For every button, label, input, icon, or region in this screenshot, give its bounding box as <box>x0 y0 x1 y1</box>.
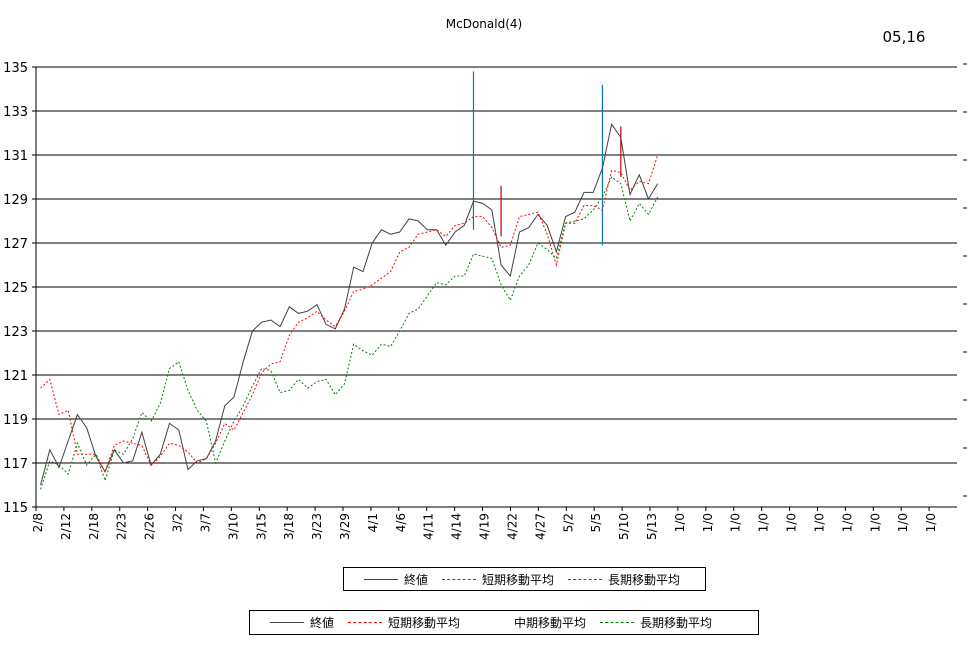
x-tick-label: 1/0 <box>896 513 910 532</box>
legend-label: 短期移動平均 <box>388 616 461 630</box>
x-tick-label: 1/0 <box>924 513 938 532</box>
x-tick-label: 2/8 <box>31 513 45 532</box>
x-tick-label: 3/15 <box>254 513 268 540</box>
legend-swatch <box>364 578 398 580</box>
x-tick-label: 3/29 <box>338 513 352 540</box>
x-tick-label: 1/0 <box>673 513 687 532</box>
series-line <box>40 176 659 490</box>
x-tick-label: 2/26 <box>143 513 157 540</box>
x-tick-label: 3/7 <box>198 513 212 532</box>
legend-label: 終値 <box>404 572 429 587</box>
y-tick-label: 135 <box>3 61 28 76</box>
x-tick-label: 3/10 <box>226 513 240 540</box>
y-tick-label: 133 <box>3 105 28 120</box>
y-tick-label: 121 <box>3 369 28 384</box>
x-tick-label: 2/23 <box>115 513 129 540</box>
legend-bottom: 終値 短期移動平均 中期移動平均 長期移動平均 <box>249 610 759 635</box>
chart-title: McDonald(4) <box>446 17 522 31</box>
y-tick-label: 127 <box>3 237 28 252</box>
x-tick-label: 4/1 <box>366 513 380 532</box>
y-tick-label: 115 <box>3 501 28 516</box>
legend-swatch <box>442 578 477 580</box>
x-tick-label: 4/14 <box>450 513 464 540</box>
series-lines <box>40 122 659 490</box>
x-tick-label: 1/0 <box>840 513 854 532</box>
legend-item: 長期移動平均 <box>568 571 680 588</box>
legend-label: 終値 <box>310 616 335 630</box>
x-tick-label: 3/23 <box>310 513 324 540</box>
x-tick-label: 4/27 <box>533 513 547 540</box>
gridlines <box>36 66 957 464</box>
legend-swatch <box>348 622 383 623</box>
legend-label: 長期移動平均 <box>608 572 681 587</box>
legend-top: 終値 短期移動平均 長期移動平均 <box>343 567 706 591</box>
legend-item: 終値 <box>270 614 334 631</box>
right-axis-ticks <box>963 63 967 497</box>
range-markers <box>472 71 622 246</box>
y-tick-label: 123 <box>3 325 28 340</box>
legend-swatch <box>600 622 635 623</box>
legend-item: 短期移動平均 <box>442 571 554 588</box>
x-tick-label: 4/19 <box>478 513 492 540</box>
x-tick-label: 5/5 <box>589 513 603 532</box>
legend-item: 終値 <box>364 571 428 588</box>
y-tick-label: 117 <box>3 457 28 472</box>
series-line <box>40 122 659 486</box>
x-tick-label: 1/0 <box>701 513 715 532</box>
x-tick-label: 3/2 <box>171 513 185 532</box>
x-tick-label: 1/0 <box>868 513 882 532</box>
x-tick-label: 3/18 <box>282 513 296 540</box>
x-tick-label: 1/0 <box>729 513 743 532</box>
x-tick-label: 2/12 <box>59 513 73 540</box>
y-tick-label: 119 <box>3 413 28 428</box>
x-tick-label: 4/6 <box>394 513 408 532</box>
legend-item: 中期移動平均 <box>474 614 586 631</box>
legend-label: 長期移動平均 <box>640 616 713 630</box>
legend-item: 短期移動平均 <box>348 614 460 631</box>
x-tick-label: 4/22 <box>505 513 519 540</box>
legend-swatch <box>270 622 304 623</box>
y-tick-label: 125 <box>3 281 28 296</box>
legend-label: 短期移動平均 <box>482 572 555 587</box>
x-tick-label: 1/0 <box>812 513 826 532</box>
x-tick-label: 4/11 <box>422 513 436 540</box>
legend-swatch <box>568 578 603 580</box>
y-tick-label: 129 <box>3 193 28 208</box>
legend-item: 長期移動平均 <box>600 614 712 631</box>
date-stamp: 05,16 <box>883 28 926 46</box>
x-axis: 2/8 2/12 2/18 2/23 2/26 3/2 3/7 3/10 3/15 3/18 3/2… <box>31 506 957 540</box>
x-tick-label: 1/0 <box>757 513 771 532</box>
x-tick-label: 5/2 <box>561 513 575 532</box>
x-tick-label: 5/13 <box>645 513 659 540</box>
y-tick-label: 131 <box>3 149 28 164</box>
y-axis: 115 117 119 121 123 125 127 129 131 133 135 <box>3 61 37 516</box>
x-tick-label: 2/18 <box>87 513 101 540</box>
x-tick-label: 5/10 <box>617 513 631 540</box>
legend-label: 中期移動平均 <box>514 616 587 630</box>
series-line <box>40 154 659 474</box>
x-tick-label: 1/0 <box>785 513 799 532</box>
